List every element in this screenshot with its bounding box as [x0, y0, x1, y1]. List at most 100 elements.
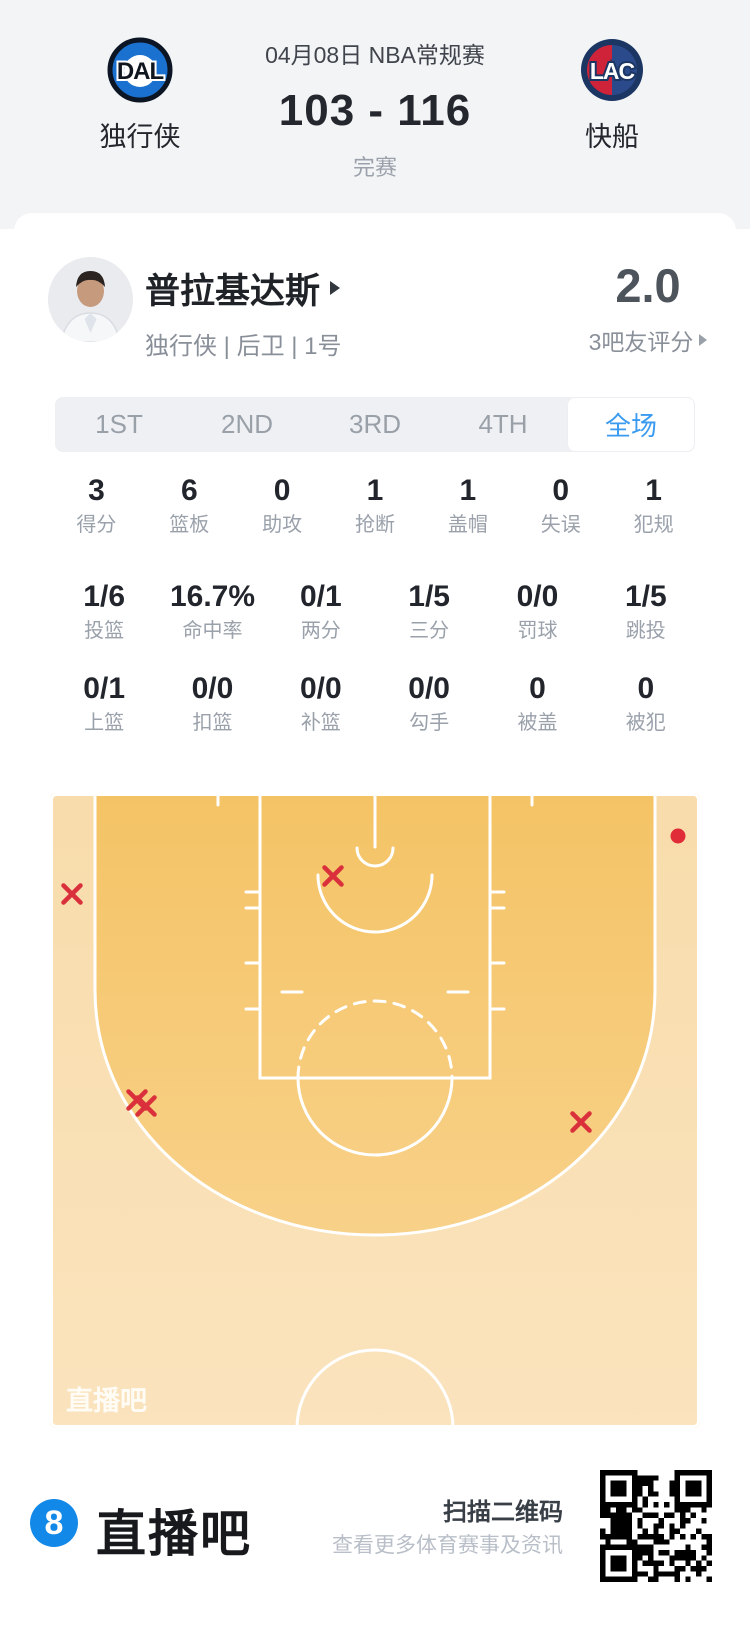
- stat-value: 1/6: [83, 580, 126, 613]
- stat-value: 0: [529, 672, 546, 705]
- stat-row-basic: 3 得分 6 篮板 0 助攻 1 抢断 1 盖帽 0 失误 1 犯规: [50, 474, 700, 537]
- shot-marks-layer: [61, 828, 686, 1133]
- player-avatar[interactable]: [48, 257, 133, 342]
- stat-label: 勾手: [409, 712, 450, 734]
- home-team-name: 独行侠: [99, 122, 181, 152]
- away-team[interactable]: LAC 快船: [552, 37, 672, 154]
- stat-label: 三分: [409, 620, 450, 642]
- stat-label: 失误: [540, 514, 581, 536]
- stat-value: 6: [180, 474, 198, 507]
- stat-label: 补篮: [300, 712, 341, 734]
- footer-brand: 直播吧: [96, 1506, 252, 1562]
- stat-label: 投篮: [84, 620, 125, 642]
- stat-label: 犯规: [633, 514, 674, 536]
- rating-label: 3吧友评分: [588, 329, 694, 355]
- stat-value: 0/1: [83, 672, 126, 705]
- qr-subtitle: 查看更多体育赛事及资讯: [332, 1534, 563, 1557]
- stat-盖帽: 1 盖帽: [421, 474, 514, 537]
- stat-扣篮: 0/0 扣篮: [158, 672, 266, 735]
- stat-label: 被犯: [625, 712, 666, 734]
- svg-text:DAL: DAL: [117, 58, 164, 85]
- stat-row-shot-types: 0/1 上篮 0/0 扣篮 0/0 补篮 0/0 勾手 0 被盖 0 被犯: [50, 672, 700, 735]
- qr-title: 扫描二维码: [443, 1499, 563, 1526]
- tab-4TH[interactable]: 4TH: [478, 409, 528, 439]
- stat-value: 1/5: [408, 580, 450, 613]
- stat-value: 1: [645, 474, 662, 507]
- stat-value: 0/0: [516, 580, 559, 613]
- svg-text:LAC: LAC: [590, 58, 635, 84]
- missed-shot-x-icon: [61, 883, 83, 905]
- stat-label: 跳投: [625, 620, 666, 642]
- stat-label: 罚球: [517, 620, 558, 642]
- stat-罚球: 0/0 罚球: [483, 580, 591, 643]
- stat-命中率: 16.7% 命中率: [158, 580, 266, 643]
- missed-shot-x-icon: [135, 1095, 157, 1117]
- match-header: DAL 独行侠 04月08日 NBA常规赛 103 - 116 完赛 LAC 快…: [0, 0, 750, 229]
- stat-label: 抢断: [355, 514, 395, 536]
- stat-三分: 1/5 三分: [375, 580, 483, 643]
- player-name-row[interactable]: 普拉基达斯: [145, 264, 341, 312]
- stat-row-shooting: 1/6 投篮 16.7% 命中率 0/1 两分 1/5 三分 0/0 罚球 1/5 跳投: [50, 580, 700, 643]
- missed-shot-x-icon: [570, 1111, 592, 1133]
- stat-助攻: 0 助攻: [236, 474, 329, 537]
- stat-label: 扣篮: [192, 712, 233, 734]
- stat-勾手: 0/0 勾手: [375, 672, 483, 735]
- stat-label: 助攻: [262, 514, 303, 536]
- lac-team-logo-icon: LAC: [581, 39, 643, 101]
- zhibo8-logo-icon[interactable]: 8: [30, 1499, 78, 1547]
- stat-上篮: 0/1 上篮: [50, 672, 158, 735]
- stat-得分: 3 得分: [50, 474, 143, 537]
- quarter-tab-bar: 1ST 2ND 3RD 4TH 全场: [55, 397, 695, 452]
- stat-label: 上篮: [84, 712, 125, 734]
- qr-code: [600, 1470, 712, 1582]
- tab-1ST[interactable]: 1ST: [95, 409, 143, 439]
- player-rating[interactable]: 2.0 3吧友评分: [568, 258, 728, 357]
- match-center: 04月08日 NBA常规赛 103 - 116 完赛: [215, 0, 535, 182]
- stat-value: 0/0: [191, 672, 234, 705]
- stat-value: 1: [366, 474, 384, 507]
- stat-value: 1/5: [624, 580, 667, 613]
- stat-value: 0: [552, 474, 570, 507]
- stat-补篮: 0/0 补篮: [267, 672, 375, 735]
- made-shot-dot-icon: [670, 828, 686, 844]
- stat-label: 盖帽: [447, 514, 488, 536]
- player-photo: [48, 257, 133, 342]
- stat-value: 0/1: [299, 580, 342, 613]
- tab-3RD[interactable]: 3RD: [348, 409, 401, 439]
- stat-犯规: 1 犯规: [607, 474, 700, 537]
- stat-失误: 0 失误: [514, 474, 607, 537]
- stat-篮板: 6 篮板: [143, 474, 236, 537]
- match-score: 103 - 116: [278, 86, 472, 135]
- home-team[interactable]: DAL 独行侠: [80, 37, 200, 154]
- stat-抢断: 1 抢断: [329, 474, 422, 537]
- dal-team-logo-icon: DAL: [107, 37, 173, 103]
- stat-label: 篮板: [169, 514, 210, 536]
- court-lines: [50, 793, 700, 1428]
- stat-跳投: 1/5 跳投: [592, 580, 700, 643]
- stat-value: 0: [273, 474, 291, 507]
- tab-2ND[interactable]: 2ND: [220, 409, 273, 439]
- rating-caret-icon: [699, 334, 708, 346]
- tab-全场[interactable]: 全场: [567, 397, 695, 452]
- stat-label: 命中率: [182, 620, 243, 642]
- stat-value: 0/0: [299, 672, 342, 705]
- stat-两分: 0/1 两分: [267, 580, 375, 643]
- player-name: 普拉基达斯: [145, 271, 321, 311]
- stat-label: 被盖: [517, 712, 558, 734]
- stat-value: 16.7%: [169, 580, 256, 613]
- court-watermark: 直播吧: [66, 1386, 147, 1416]
- stat-被犯: 0 被犯: [592, 672, 700, 735]
- stat-value: 3: [88, 474, 105, 507]
- stat-被盖: 0 被盖: [483, 672, 591, 735]
- player-meta: 独行侠 | 后卫 | 1号: [145, 333, 342, 360]
- rating-label-row: 3吧友评分: [568, 323, 728, 357]
- rating-value: 2.0: [615, 259, 681, 312]
- match-date: 04月08日 NBA常规赛: [265, 42, 485, 68]
- away-team-name: 快船: [585, 122, 639, 152]
- missed-shot-x-icon: [322, 865, 344, 887]
- stat-投篮: 1/6 投篮: [50, 580, 158, 643]
- stat-value: 0: [637, 672, 655, 705]
- three-point-area: [95, 793, 655, 1235]
- footer-qr-text: 扫描二维码 查看更多体育赛事及资讯: [332, 1499, 563, 1558]
